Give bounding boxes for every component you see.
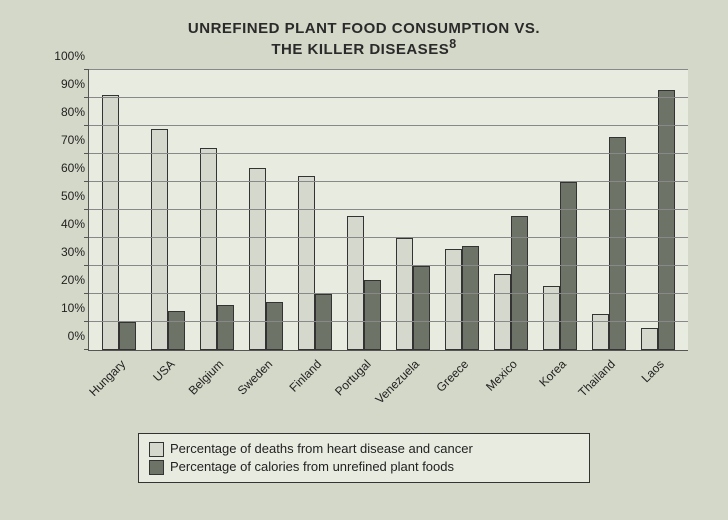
legend-item-deaths: Percentage of deaths from heart disease … [149,440,579,458]
x-axis-labels: HungaryUSABelgiumSwedenFinlandPortugalVe… [88,351,688,431]
x-tick-label: Thailand [584,351,633,431]
y-tick-mark [84,237,89,238]
grid-line [89,209,688,210]
legend-label-deaths: Percentage of deaths from heart disease … [170,440,473,458]
y-tick-mark [84,265,89,266]
y-tick-label: 90% [37,77,85,91]
grid-line [89,153,688,154]
y-tick-mark [84,125,89,126]
bar-calories [413,266,430,350]
bar-group [291,70,340,350]
x-tick-label: Mexico [486,351,535,431]
bar-calories [462,246,479,350]
y-tick-mark [84,209,89,210]
bar-deaths [494,274,511,350]
bar-group [95,70,144,350]
bar-calories [168,311,185,350]
bar-group [193,70,242,350]
y-tick-mark [84,153,89,154]
y-tick-label: 70% [37,133,85,147]
grid-line [89,265,688,266]
x-tick-label: Finland [290,351,339,431]
grid-line [89,97,688,98]
bar-deaths [543,286,560,350]
y-tick-label: 0% [37,329,85,343]
y-tick-mark [84,293,89,294]
y-tick-label: 80% [37,105,85,119]
bar-group [144,70,193,350]
grid-line [89,181,688,182]
bar-group [437,70,486,350]
chart-container: 0%10%20%30%40%50%60%70%80%90%100% Hungar… [30,70,698,483]
y-tick-mark [84,349,89,350]
bar-calories [511,216,528,350]
bar-group [486,70,535,350]
bar-group [389,70,438,350]
x-tick-label: Hungary [94,351,143,431]
grid-line [89,69,688,70]
y-tick-mark [84,97,89,98]
grid-line [89,237,688,238]
bar-deaths [592,314,609,350]
y-tick-mark [84,321,89,322]
bar-calories [560,182,577,350]
x-tick-label: Greece [437,351,486,431]
bar-calories [217,305,234,350]
bar-deaths [102,95,119,350]
bar-deaths [200,148,217,350]
footnote-ref: 8 [449,37,456,51]
legend-label-calories: Percentage of calories from unrefined pl… [170,458,454,476]
x-tick-label: Venezuela [388,351,437,431]
chart-title: UNREFINED PLANT FOOD CONSUMPTION VS. THE… [0,0,728,62]
bar-group [242,70,291,350]
bar-deaths [298,176,315,350]
bar-deaths [151,129,168,350]
x-tick-label: Belgium [192,351,241,431]
bar-group [633,70,682,350]
bar-calories [266,302,283,350]
y-tick-label: 10% [37,301,85,315]
bar-group [340,70,389,350]
bar-calories [119,322,136,350]
grid-line [89,321,688,322]
y-tick-label: 60% [37,161,85,175]
y-tick-label: 100% [37,49,85,63]
grid-line [89,293,688,294]
bar-deaths [641,328,658,350]
legend-swatch-calories [149,460,164,475]
y-tick-mark [84,69,89,70]
x-tick-label: Laos [633,351,682,431]
bar-group [535,70,584,350]
y-tick-mark [84,181,89,182]
bar-deaths [249,168,266,350]
plot-area: 0%10%20%30%40%50%60%70%80%90%100% [88,70,688,351]
bar-calories [609,137,626,350]
x-tick-label: Sweden [241,351,290,431]
x-tick-label: USA [143,351,192,431]
y-tick-label: 30% [37,245,85,259]
bar-calories [315,294,332,350]
bars-layer [89,70,688,350]
legend: Percentage of deaths from heart disease … [138,433,590,483]
grid-line [89,125,688,126]
legend-item-calories: Percentage of calories from unrefined pl… [149,458,579,476]
bar-deaths [396,238,413,350]
bar-deaths [347,216,364,350]
y-tick-label: 40% [37,217,85,231]
bar-group [584,70,633,350]
bar-calories [658,90,675,350]
y-tick-label: 50% [37,189,85,203]
legend-swatch-deaths [149,442,164,457]
y-tick-label: 20% [37,273,85,287]
bar-calories [364,280,381,350]
